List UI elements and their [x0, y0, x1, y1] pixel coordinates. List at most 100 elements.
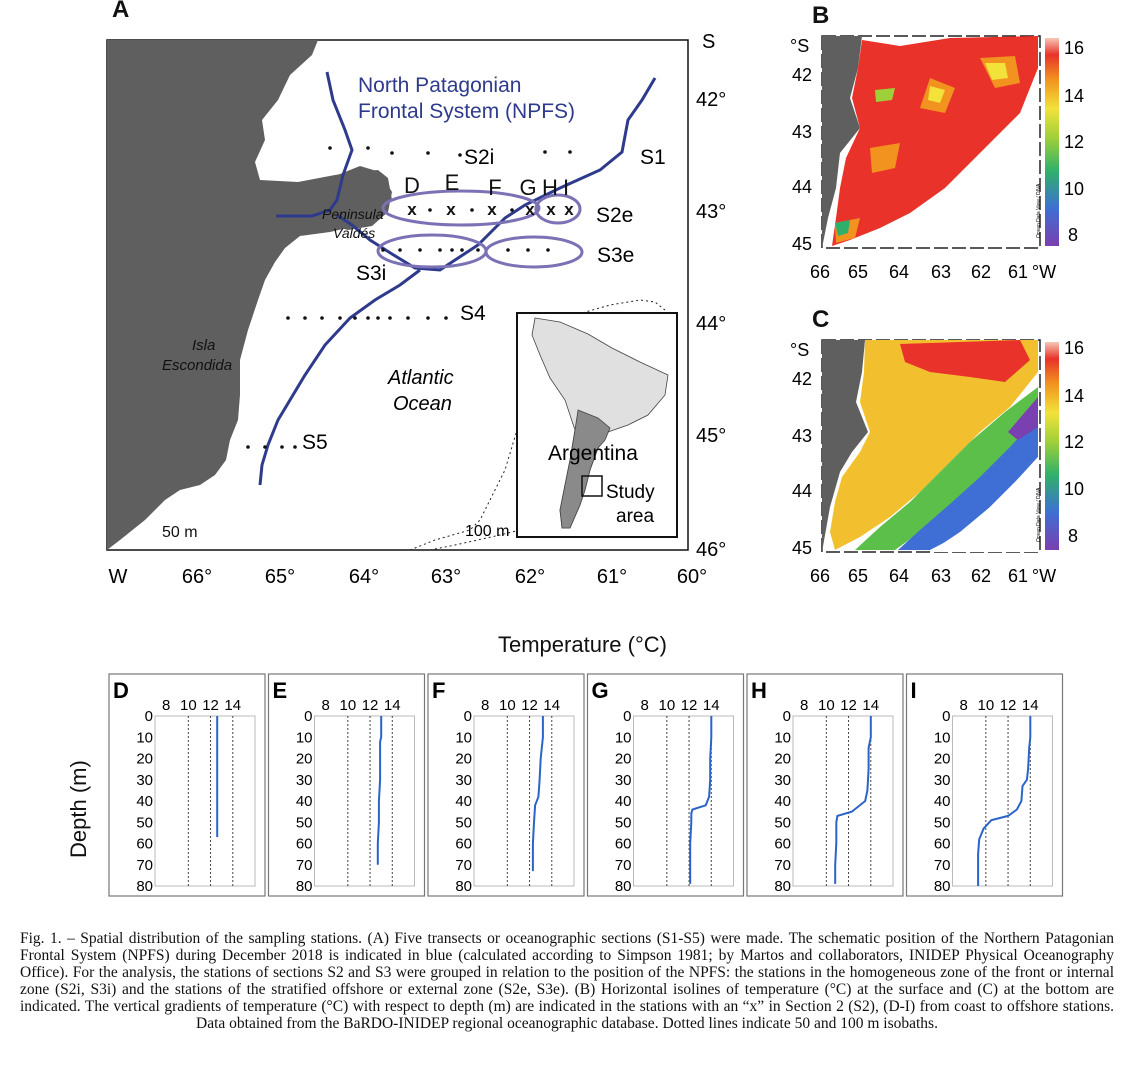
profile-line-e: [376, 716, 383, 865]
profile-depth-tick-i-30: 30: [934, 772, 951, 789]
profile-depth-tick-i-80: 80: [934, 878, 951, 895]
map-c-lat-43: 43: [792, 426, 812, 446]
map-c-band-green: [855, 387, 1038, 550]
island-label-2: Escondida: [162, 357, 232, 374]
map-c-cbar-10: 10: [1064, 479, 1084, 499]
profile-line-i: [977, 716, 1032, 886]
profile-plot-area-h: [792, 715, 894, 887]
profile-depth-tick-h-70: 70: [774, 857, 791, 874]
map-c-lon-61: 61: [1008, 566, 1028, 586]
station-mark-i: x: [564, 200, 574, 219]
station-letter-e: E: [445, 170, 460, 195]
profile-depth-tick-h-30: 30: [774, 772, 791, 789]
inset-study-label-1: Study: [606, 482, 655, 503]
section-s1: S1: [640, 146, 666, 169]
lon-tick-60: 60°: [677, 566, 707, 588]
profile-frame-f: [427, 673, 585, 897]
profile-temp-tick-e-12: 12: [362, 697, 379, 714]
profile-line-g: [689, 716, 713, 884]
profile-temp-tick-d-10: 10: [180, 697, 197, 714]
isobath-50-label: 50 m: [162, 524, 198, 541]
profile-depth-tick-h-10: 10: [774, 729, 791, 746]
profile-depth-tick-g-20: 20: [615, 751, 632, 768]
ellipse-s2i: [381, 189, 541, 227]
map-c-cbar-8: 8: [1068, 526, 1078, 546]
profile-temp-tick-e-10: 10: [339, 697, 356, 714]
map-b-lat-43: 43: [792, 122, 812, 142]
profile-depth-tick-g-60: 60: [615, 836, 632, 853]
map-b-surface-field: [832, 36, 1038, 246]
profile-temp-tick-h-12: 12: [840, 697, 857, 714]
profile-depth-tick-e-60: 60: [296, 836, 313, 853]
profile-depth-tick-h-50: 50: [774, 814, 791, 831]
map-b-lon-61: 61: [1008, 262, 1028, 282]
map-c-band-yellow: [830, 340, 1038, 550]
profile-frame-h: [746, 673, 904, 897]
map-b-lat-44: 44: [792, 177, 812, 197]
map-b-lon-64: 64: [889, 262, 909, 282]
station-letter-f: F: [488, 175, 501, 200]
map-c-colorbar: [1045, 342, 1059, 550]
profile-temp-tick-d-14: 14: [224, 697, 241, 714]
map-c-lat-unit: °S: [790, 340, 809, 360]
profile-depth-tick-g-80: 80: [615, 878, 632, 895]
lat-tick-46: 46°: [696, 539, 726, 561]
station-mark-g: x: [525, 200, 535, 219]
profile-depth-tick-i-0: 0: [942, 708, 950, 725]
npfs-label-2: Frontal System (NPFS): [358, 100, 575, 123]
map-c-cbar-12: 12: [1064, 432, 1084, 452]
profile-line-f: [531, 716, 544, 872]
profile-depth-tick-g-0: 0: [623, 708, 631, 725]
map-b-land: [822, 36, 862, 248]
profile-temp-tick-i-8: 8: [959, 697, 967, 714]
lon-tick-62: 62°: [515, 566, 545, 588]
profile-depth-tick-g-10: 10: [615, 729, 632, 746]
isobath-100-line-2: [429, 519, 536, 551]
ellipse-s2e: [534, 193, 582, 225]
map-b-lat-unit: °S: [790, 36, 809, 56]
profile-depth-tick-d-20: 20: [136, 751, 153, 768]
profile-depth-tick-g-50: 50: [615, 814, 632, 831]
npfs-label-1: North Patagonian: [358, 74, 521, 97]
section-s2i: S2i: [464, 146, 494, 169]
lat-hemisphere-label: S: [702, 31, 715, 53]
map-c-band-white: [930, 457, 1038, 552]
panel-label-c: C: [812, 306, 830, 333]
profile-depth-tick-d-0: 0: [145, 708, 153, 725]
map-c-lon-62: 62: [971, 566, 991, 586]
station-letter-d: D: [404, 173, 420, 198]
profile-plot-area-f: [473, 715, 575, 887]
map-c-cbar-14: 14: [1064, 386, 1084, 406]
profile-depth-tick-d-30: 30: [136, 772, 153, 789]
profile-temp-tick-f-8: 8: [481, 697, 489, 714]
profile-frame-d: [108, 673, 266, 897]
profile-label-g: G: [592, 678, 609, 703]
profile-temp-tick-d-12: 12: [202, 697, 219, 714]
lon-tick-63: 63°: [431, 566, 461, 588]
map-c-lon-66: 66: [810, 566, 830, 586]
profile-depth-tick-e-10: 10: [296, 729, 313, 746]
profile-depth-tick-g-70: 70: [615, 857, 632, 874]
profile-depth-tick-i-60: 60: [934, 836, 951, 853]
lon-tick-61: 61°: [597, 566, 627, 588]
profile-depth-tick-f-40: 40: [455, 793, 472, 810]
profile-depth-tick-e-0: 0: [304, 708, 312, 725]
profile-temp-tick-h-8: 8: [800, 697, 808, 714]
profile-temp-tick-i-14: 14: [1022, 697, 1039, 714]
map-b-credit: Ocean Data View / DIVA: [1036, 183, 1042, 238]
profile-depth-tick-d-80: 80: [136, 878, 153, 895]
map-b-cbar-16: 16: [1064, 38, 1084, 58]
profile-depth-tick-f-30: 30: [455, 772, 472, 789]
station-letter-h: H: [542, 175, 558, 200]
section-s5: S5: [302, 431, 328, 454]
lat-tick-43: 43°: [696, 201, 726, 223]
profile-depth-tick-h-0: 0: [783, 708, 791, 725]
panel-label-b: B: [812, 2, 830, 29]
profile-temp-tick-g-14: 14: [703, 697, 720, 714]
map-b-lon-65: 65: [848, 262, 868, 282]
profile-depth-tick-e-70: 70: [296, 857, 313, 874]
map-c-band-blue: [898, 417, 1038, 550]
lon-hemisphere-label: W: [109, 566, 128, 588]
profile-temp-tick-e-8: 8: [321, 697, 329, 714]
lon-tick-65: 65°: [265, 566, 295, 588]
